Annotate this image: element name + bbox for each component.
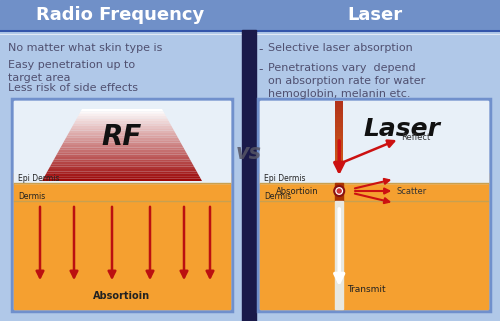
Polygon shape: [74, 121, 170, 123]
Bar: [335, 120, 343, 123]
Polygon shape: [56, 155, 188, 157]
Text: Penetrations vary  depend
on absorption rate for water
hemoglobin, melanin etc.: Penetrations vary depend on absorption r…: [268, 63, 425, 100]
Bar: [335, 149, 343, 152]
Bar: [14, 101, 230, 309]
Bar: [12, 99, 232, 311]
Bar: [335, 117, 343, 120]
Bar: [260, 101, 488, 309]
Polygon shape: [50, 164, 194, 167]
Bar: [258, 99, 490, 311]
Polygon shape: [44, 174, 200, 176]
Bar: [335, 101, 343, 104]
Text: Selective laser absorption: Selective laser absorption: [268, 43, 413, 53]
Bar: [335, 139, 343, 143]
Polygon shape: [64, 140, 180, 143]
Polygon shape: [68, 131, 176, 133]
Text: -: -: [258, 63, 262, 76]
Bar: [335, 146, 343, 149]
Polygon shape: [70, 128, 174, 131]
Circle shape: [334, 186, 344, 196]
Polygon shape: [78, 114, 166, 116]
Polygon shape: [68, 133, 176, 135]
Text: Dermis: Dermis: [18, 192, 45, 201]
Bar: [335, 162, 343, 165]
Bar: [335, 108, 343, 111]
Polygon shape: [48, 167, 196, 169]
Text: Epi Dermis: Epi Dermis: [264, 174, 306, 183]
Polygon shape: [76, 118, 168, 121]
Polygon shape: [56, 152, 188, 155]
Bar: [335, 201, 343, 309]
Bar: [335, 123, 343, 126]
Text: Less risk of side effects: Less risk of side effects: [8, 83, 138, 93]
Text: Scatter: Scatter: [396, 187, 426, 195]
Polygon shape: [76, 116, 168, 118]
Bar: [335, 133, 343, 136]
Text: Radio Frequency: Radio Frequency: [36, 6, 204, 24]
Text: Epi Dermis: Epi Dermis: [18, 174, 59, 183]
Text: Dermis: Dermis: [264, 192, 291, 201]
Text: Laser: Laser: [348, 6, 403, 24]
Bar: [335, 152, 343, 155]
Polygon shape: [52, 160, 192, 162]
Bar: [335, 114, 343, 117]
Circle shape: [337, 189, 341, 193]
Text: Absortioin: Absortioin: [276, 187, 318, 195]
Text: Easy penetration up to
target area: Easy penetration up to target area: [8, 60, 135, 83]
Text: Laser: Laser: [364, 117, 440, 141]
Text: Reflect: Reflect: [401, 133, 430, 142]
Bar: [335, 104, 343, 108]
Bar: [260, 173, 488, 309]
Bar: [242, 30, 256, 321]
Polygon shape: [64, 138, 180, 140]
Bar: [335, 130, 343, 133]
Polygon shape: [66, 135, 178, 138]
Polygon shape: [62, 143, 182, 145]
Text: Transmit: Transmit: [347, 284, 386, 293]
Polygon shape: [46, 171, 198, 174]
Bar: [335, 136, 343, 139]
Bar: [260, 101, 488, 183]
Bar: [0, 0, 500, 30]
Bar: [14, 173, 230, 309]
Bar: [335, 155, 343, 159]
Polygon shape: [72, 123, 172, 126]
Polygon shape: [54, 157, 190, 160]
Polygon shape: [72, 126, 172, 128]
Bar: [335, 159, 343, 162]
Text: -: -: [258, 43, 262, 56]
Polygon shape: [42, 178, 202, 181]
Polygon shape: [58, 150, 186, 152]
Polygon shape: [60, 145, 184, 147]
Bar: [335, 143, 343, 146]
Text: vs: vs: [236, 143, 262, 163]
Text: RF: RF: [102, 123, 142, 151]
Bar: [335, 183, 343, 201]
Bar: [14, 101, 230, 183]
Text: No matter what skin type is: No matter what skin type is: [8, 43, 162, 53]
Polygon shape: [44, 176, 201, 178]
Bar: [335, 126, 343, 130]
Polygon shape: [48, 169, 197, 171]
Polygon shape: [60, 147, 184, 150]
Polygon shape: [80, 111, 164, 114]
Bar: [335, 111, 343, 114]
Polygon shape: [80, 109, 164, 111]
Polygon shape: [52, 162, 192, 164]
Text: Absortioin: Absortioin: [94, 291, 150, 301]
